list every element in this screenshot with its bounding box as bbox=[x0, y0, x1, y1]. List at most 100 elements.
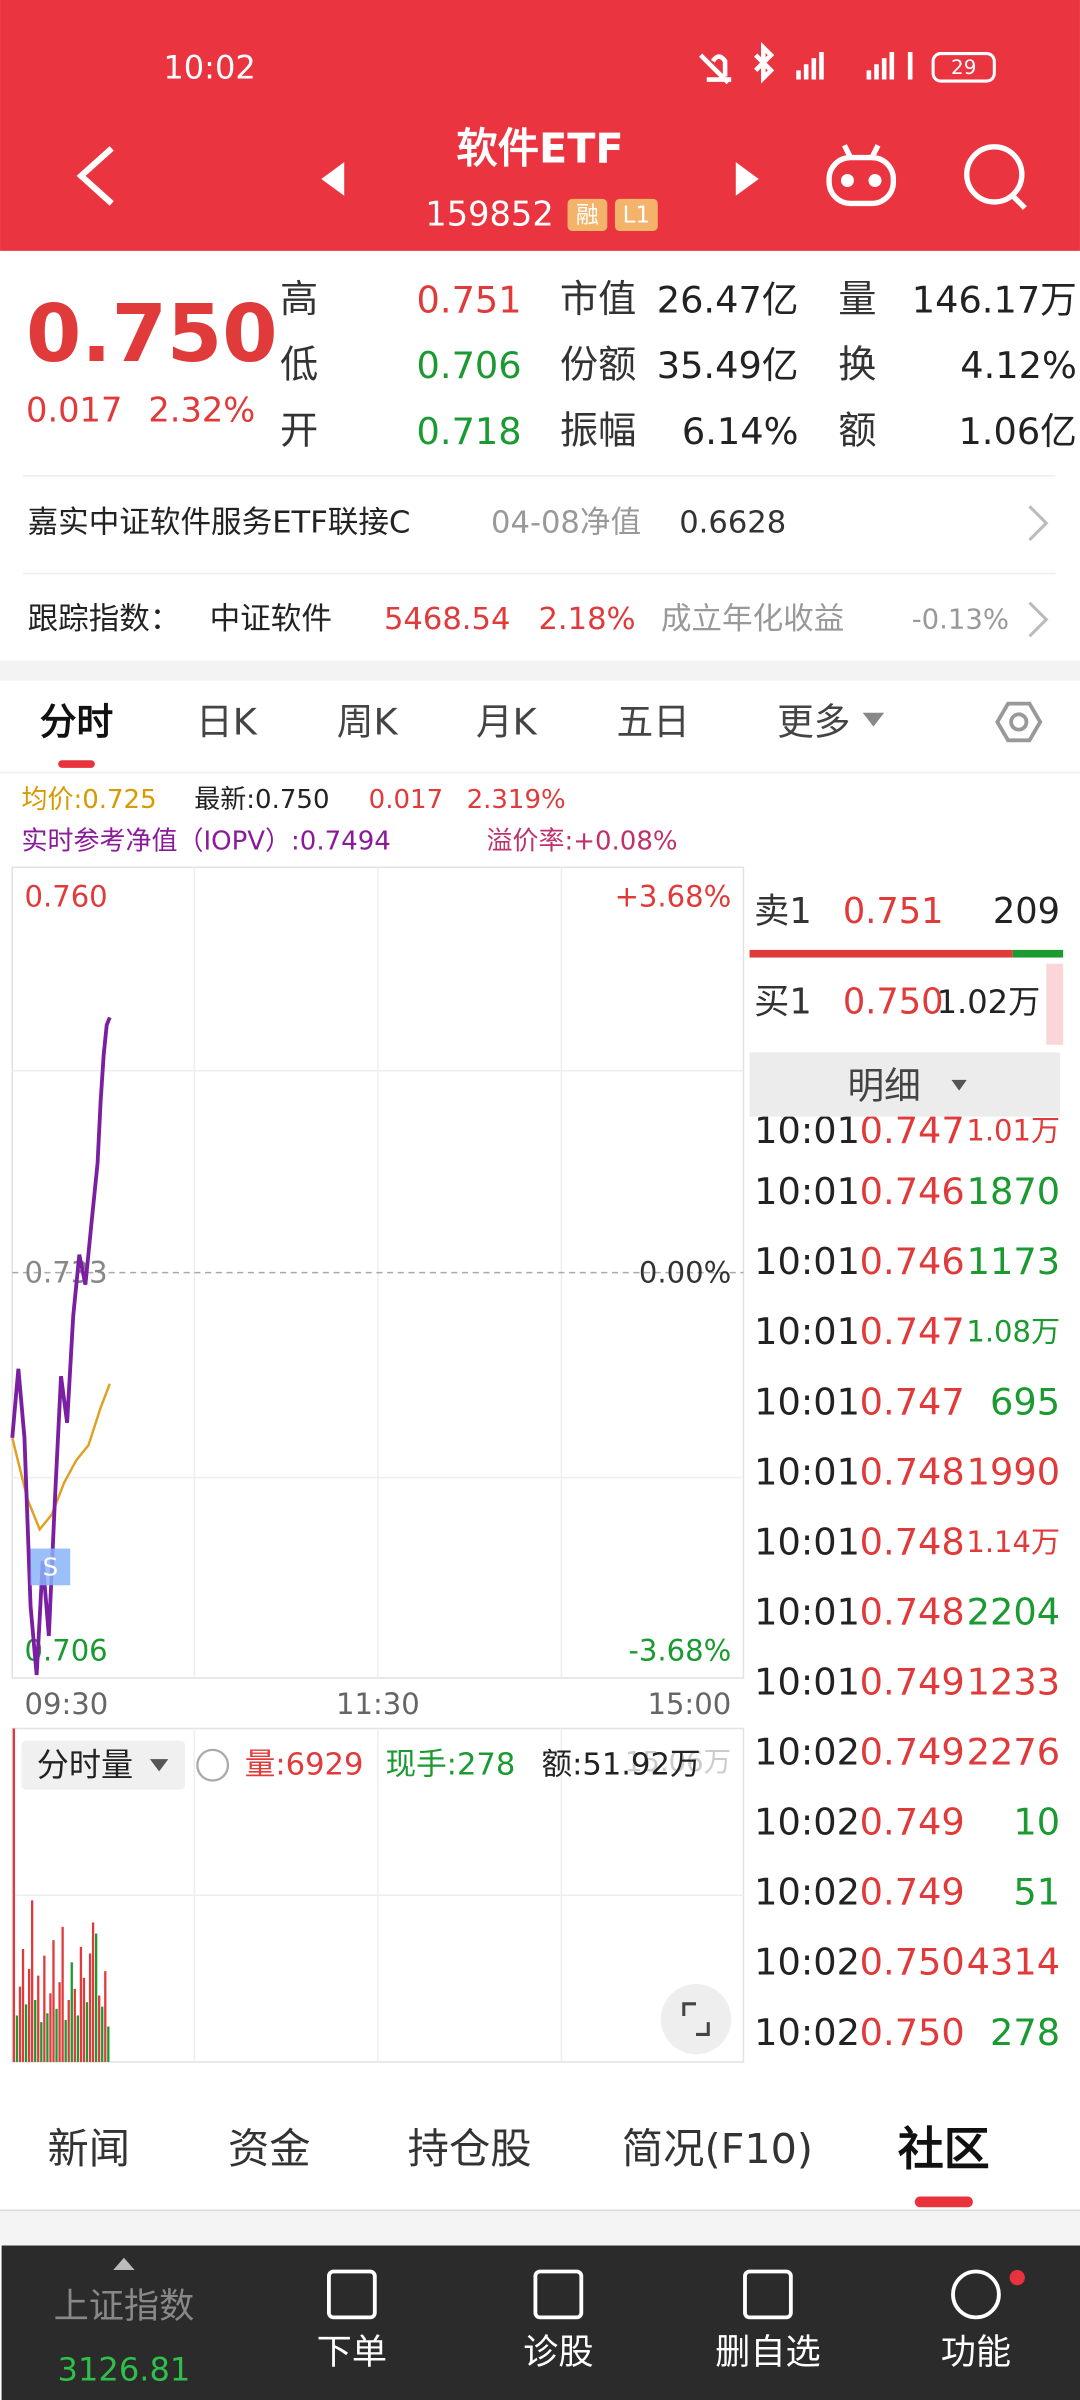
tab[interactable]: 更多 bbox=[777, 700, 850, 743]
dropdown-icon[interactable] bbox=[862, 712, 885, 727]
section-gap bbox=[0, 660, 1080, 681]
trade-volume: 2204 bbox=[967, 1590, 1060, 1633]
trade-price: 0.750 bbox=[860, 2011, 965, 2054]
nav-icon bbox=[743, 2269, 793, 2320]
volume-bar bbox=[107, 2026, 110, 2062]
tab[interactable]: 五日 bbox=[616, 700, 689, 743]
trade-price: 0.748 bbox=[860, 1520, 965, 1563]
settings-button[interactable] bbox=[995, 701, 1043, 743]
tab[interactable]: 日K bbox=[196, 700, 258, 743]
status-icons bbox=[698, 41, 996, 85]
volume-bar bbox=[79, 1946, 83, 2062]
stat-value: 0.751 bbox=[417, 278, 522, 321]
trade-price: 0.750 bbox=[860, 1941, 965, 1984]
trade-time: 10:01 bbox=[754, 1240, 860, 1283]
signal-text: S bbox=[43, 1552, 59, 1581]
nav-item[interactable]: 功能 bbox=[941, 2332, 1011, 2373]
tab-underline bbox=[58, 760, 95, 768]
search-button[interactable] bbox=[964, 144, 1027, 210]
bottom-tab[interactable]: 持仓股 bbox=[408, 2125, 532, 2173]
nav-item[interactable]: 下单 bbox=[317, 2332, 387, 2373]
stat-value: 26.47亿 bbox=[657, 278, 799, 321]
volume-bar bbox=[64, 2019, 67, 2062]
volume-bar bbox=[76, 2015, 80, 2062]
volume-bar bbox=[67, 1999, 70, 2062]
trade-time: 10:02 bbox=[754, 1731, 860, 1774]
volume-bar bbox=[37, 1975, 40, 2062]
legend-latest: 最新:0.750 bbox=[194, 785, 329, 815]
code: 159852 bbox=[425, 195, 553, 234]
trade-volume: 1990 bbox=[967, 1450, 1060, 1493]
stat-label: 市值 bbox=[560, 278, 636, 322]
fund-name[interactable]: 嘉实中证软件服务ETF联接C bbox=[28, 506, 411, 541]
bottom-tab[interactable]: 新闻 bbox=[47, 2125, 130, 2173]
y-tick-label: 0.733 bbox=[25, 1256, 108, 1290]
expand-arrow[interactable] bbox=[113, 2257, 135, 2270]
bottom-tab[interactable]: 社区 bbox=[898, 2122, 990, 2176]
badge-bg bbox=[567, 198, 608, 231]
prev-button[interactable] bbox=[321, 162, 345, 196]
stat-label: 振幅 bbox=[560, 409, 636, 453]
signal-marker[interactable] bbox=[30, 1548, 71, 1586]
volume-bar bbox=[104, 1971, 107, 2062]
volume-stat: 量:6929 bbox=[245, 1748, 364, 1783]
volume-bar bbox=[40, 2022, 43, 2062]
legend-iopv: 实时参考净值（IOPV）:0.7494 bbox=[21, 826, 390, 856]
volume-selector[interactable] bbox=[21, 1740, 186, 1790]
ask-volume: 209 bbox=[993, 891, 1060, 932]
trade-time: 10:01 bbox=[754, 1520, 860, 1563]
tracking-change: 2.18% bbox=[538, 602, 635, 637]
badge: L1 bbox=[623, 203, 650, 229]
bid-depth bbox=[1046, 963, 1064, 1045]
return-label: 成立年化收益 bbox=[661, 602, 844, 637]
title: 软件ETF bbox=[456, 124, 623, 172]
tab[interactable]: 分时 bbox=[40, 700, 113, 743]
next-button[interactable] bbox=[735, 162, 759, 196]
chevron[interactable] bbox=[1028, 505, 1049, 542]
expand-button[interactable] bbox=[660, 1983, 732, 2055]
help-icon[interactable] bbox=[196, 1748, 230, 1782]
x-tick-label: 09:30 bbox=[25, 1687, 109, 1721]
tab[interactable]: 周K bbox=[337, 700, 399, 743]
robot-button[interactable] bbox=[826, 144, 897, 207]
trade-price: 0.746 bbox=[860, 1170, 965, 1213]
volume-bar bbox=[82, 1977, 86, 2062]
trade-price: 0.748 bbox=[860, 1590, 965, 1633]
change-pct: 2.32% bbox=[148, 390, 255, 429]
detail-label: 明细 bbox=[847, 1065, 920, 1108]
trade-price: 0.749 bbox=[860, 1731, 965, 1774]
legend-premium: 溢价率:+0.08% bbox=[486, 826, 677, 856]
chevron[interactable] bbox=[1028, 601, 1049, 638]
index-name[interactable]: 上证指数 bbox=[54, 2286, 195, 2327]
volume-bar bbox=[85, 2002, 89, 2062]
trade-time: 10:01 bbox=[754, 1170, 860, 1213]
volume-bar bbox=[27, 1968, 31, 2062]
detail-button[interactable] bbox=[749, 1052, 1061, 1117]
price-line bbox=[10, 1016, 112, 1676]
trade-price: 0.746 bbox=[860, 1240, 965, 1283]
tab[interactable]: 月K bbox=[476, 700, 538, 743]
x-tick-label: 11:30 bbox=[336, 1687, 420, 1721]
trade-price: 0.749 bbox=[860, 1871, 965, 1914]
back-button[interactable] bbox=[76, 146, 114, 206]
change: 0.017 bbox=[26, 390, 122, 429]
trade-volume: 1.01万 bbox=[966, 1113, 1060, 1147]
volume-bar bbox=[98, 1995, 101, 2062]
volume-bar bbox=[18, 1986, 22, 2062]
volume-bar bbox=[15, 2015, 19, 2062]
bottom-tab[interactable]: 简况(F10) bbox=[622, 2125, 813, 2173]
volume-bar bbox=[58, 1982, 61, 2062]
trade-volume: 278 bbox=[990, 2011, 1060, 2054]
nav-item[interactable]: 诊股 bbox=[523, 2332, 593, 2373]
nav-item[interactable]: 删自选 bbox=[715, 2332, 821, 2373]
price-line bbox=[11, 1383, 111, 1532]
trade-volume: 1233 bbox=[967, 1660, 1060, 1703]
y2-tick-label: 0.00% bbox=[639, 1256, 731, 1290]
ask-price: 0.751 bbox=[843, 891, 944, 932]
volume-bar bbox=[12, 1728, 16, 2062]
y2-tick-label: -3.68% bbox=[628, 1633, 731, 1667]
bottom-tab[interactable]: 资金 bbox=[228, 2125, 311, 2173]
expand-icon bbox=[682, 2002, 710, 2036]
trade-time: 10:02 bbox=[754, 1871, 860, 1914]
bid-bar bbox=[1012, 949, 1064, 958]
